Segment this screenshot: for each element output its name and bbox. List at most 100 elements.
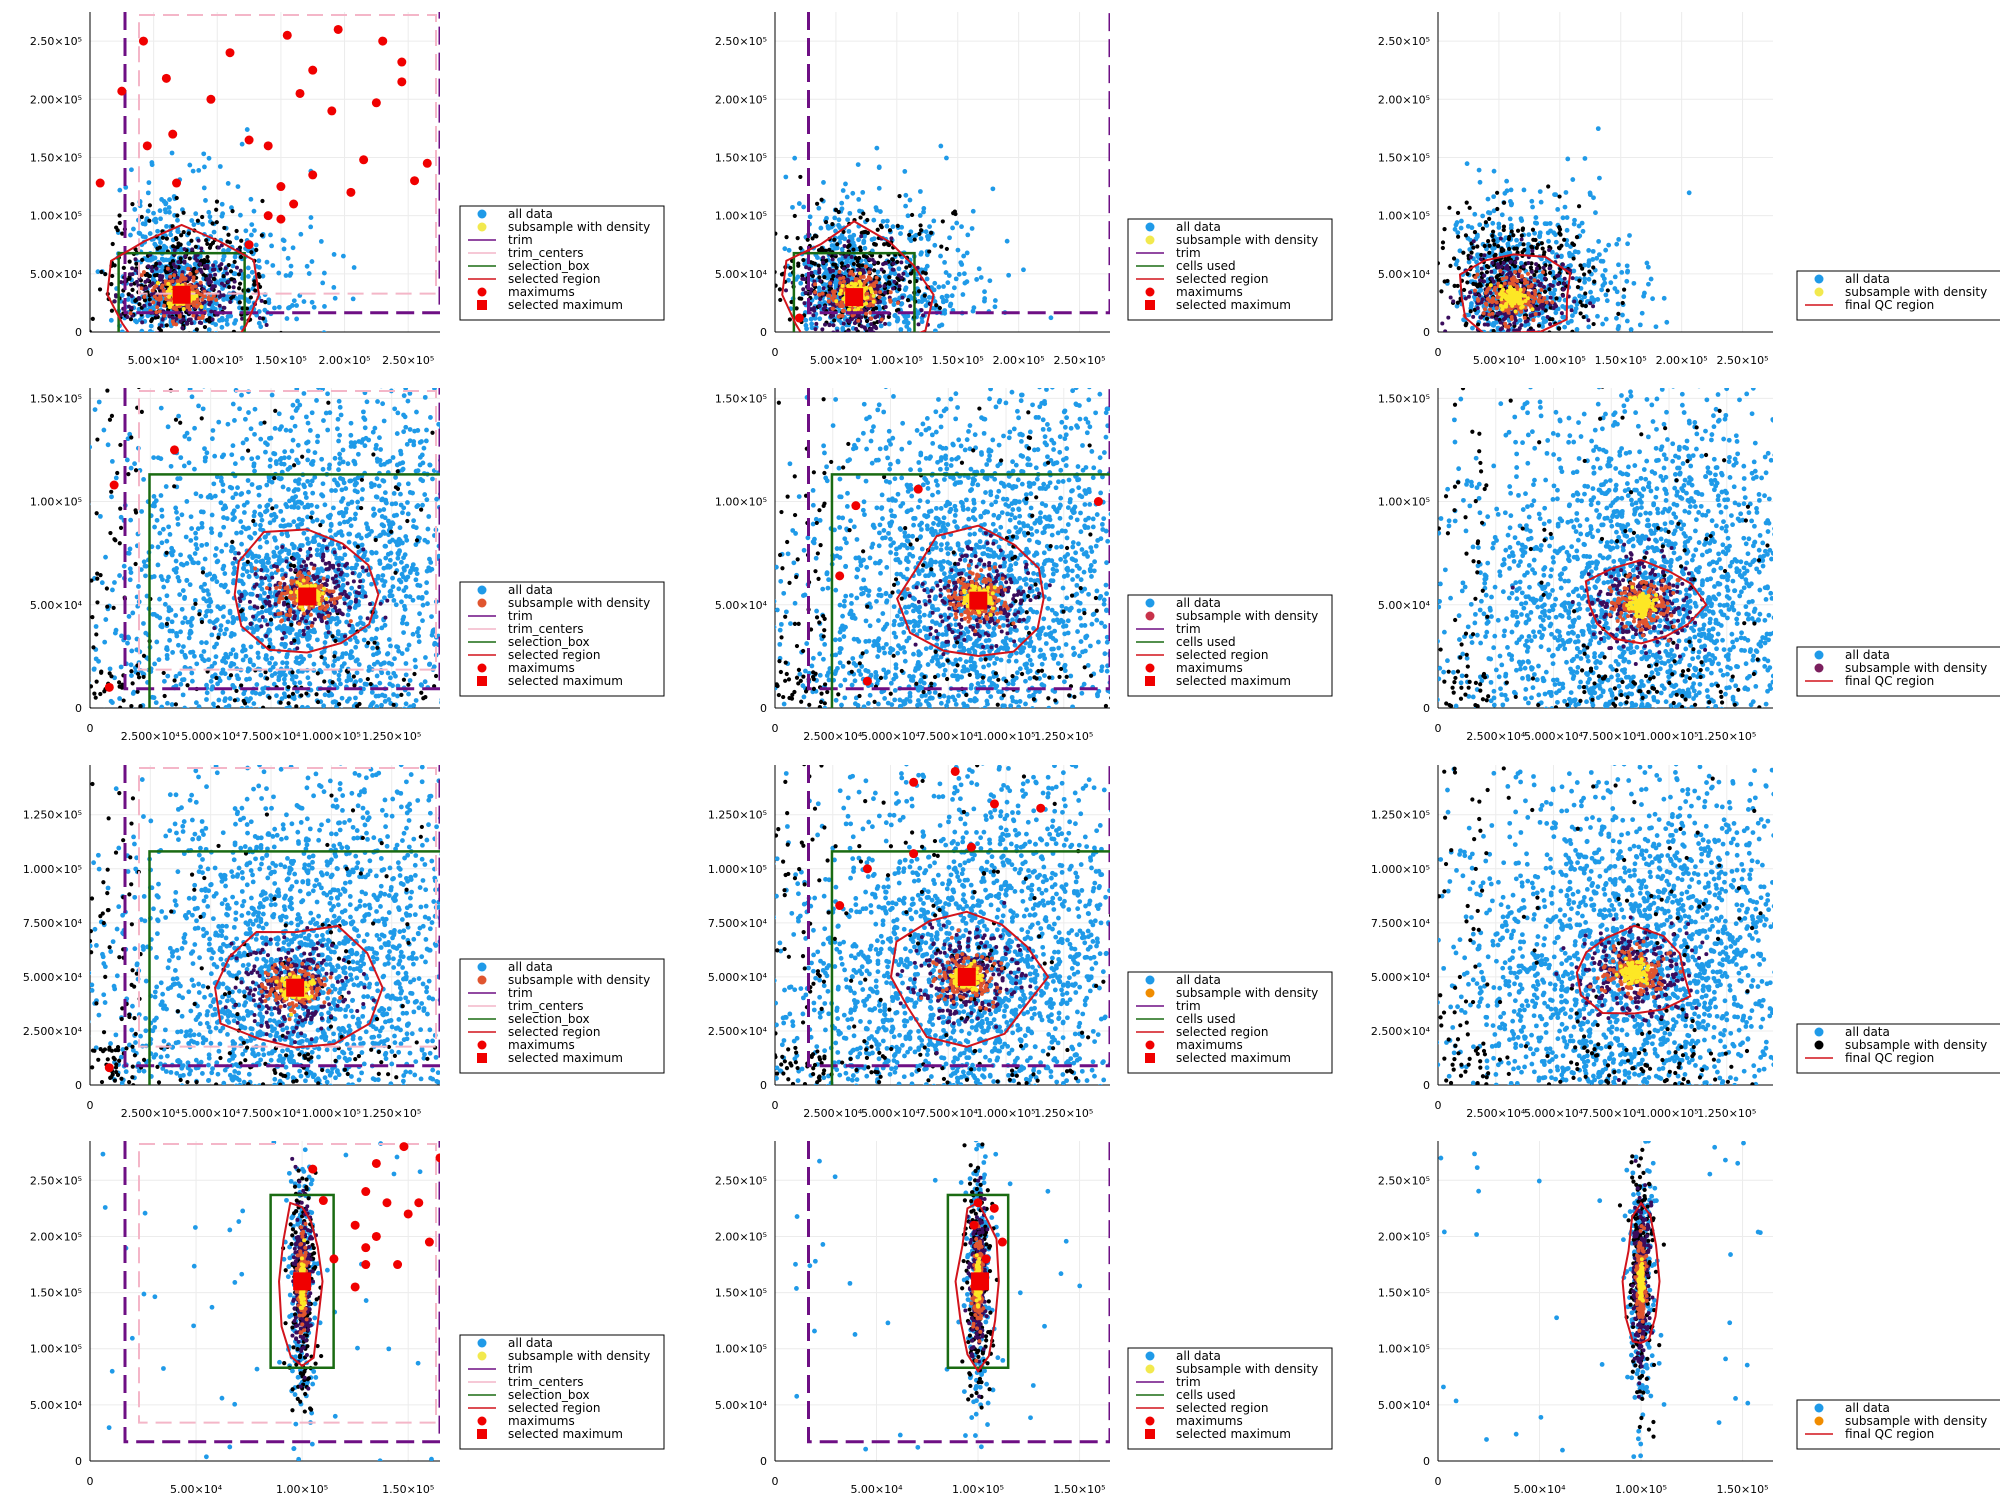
subsample-point — [134, 262, 138, 266]
density-point — [162, 304, 166, 308]
subsample-point — [939, 245, 943, 249]
all-data-point — [1631, 281, 1636, 286]
all-data-point — [249, 233, 254, 238]
all-data-point — [120, 329, 125, 334]
all-data-point — [861, 240, 866, 245]
subsample-point — [198, 344, 202, 348]
all-data-point — [298, 232, 303, 237]
density-point — [1479, 257, 1483, 261]
density-point — [1431, 267, 1435, 271]
subsample-point — [1529, 245, 1533, 249]
subsample-point — [913, 237, 917, 241]
density-point — [856, 319, 860, 323]
maximum-point — [372, 98, 381, 107]
subsample-point — [879, 224, 883, 228]
all-data-point — [900, 336, 905, 341]
subsample-point — [910, 349, 914, 353]
subsample-point — [187, 231, 191, 235]
density-point — [784, 288, 788, 292]
subsample-point — [222, 226, 226, 230]
density-point — [1443, 329, 1447, 333]
subsample-point — [825, 335, 829, 339]
all-data-point — [128, 233, 133, 238]
subsample-point — [877, 333, 881, 337]
density-point — [832, 345, 836, 349]
subsample-point — [1496, 244, 1500, 248]
density-point — [139, 334, 143, 338]
all-data-point — [331, 285, 336, 290]
subsample-point — [1495, 275, 1499, 279]
subsample-point — [927, 249, 931, 253]
subsample-point — [1495, 207, 1499, 211]
all-data-point — [243, 228, 248, 233]
all-data-point — [402, 707, 407, 712]
subsample-point — [110, 309, 114, 313]
all-data-point — [947, 235, 952, 240]
all-data-point — [407, 643, 412, 648]
all-data-point — [132, 207, 137, 212]
all-data-point — [1021, 267, 1026, 272]
all-data-point — [417, 611, 422, 616]
density-point — [1545, 300, 1549, 304]
all-data-point — [39, 466, 44, 471]
subsample-point — [111, 242, 115, 246]
subsample-point — [1452, 284, 1456, 288]
all-data-point — [1576, 250, 1581, 255]
subsample-point — [919, 228, 923, 232]
density-point — [1530, 283, 1534, 287]
maximum-point — [410, 176, 419, 185]
subsample-point — [831, 262, 835, 266]
density-point — [1530, 270, 1534, 274]
all-data-point — [1472, 212, 1477, 217]
all-data-point — [1640, 311, 1645, 316]
density-point — [191, 287, 195, 291]
subsample-point — [1576, 285, 1580, 289]
subsample-point — [938, 306, 942, 310]
all-data-point — [164, 337, 169, 342]
density-point — [1502, 343, 1506, 347]
all-data-point — [176, 229, 181, 234]
all-data-point — [312, 305, 317, 310]
maximum-point — [162, 74, 171, 83]
x-tick-label: 1.250×10⁵ — [362, 730, 421, 743]
density-point — [860, 324, 864, 328]
y-tick-label: 2.50×10⁵ — [715, 35, 767, 48]
all-data-point — [158, 240, 163, 245]
density-point — [874, 326, 878, 330]
density-point — [884, 305, 888, 309]
density-point — [1489, 334, 1493, 338]
subsample-point — [1471, 246, 1475, 250]
all-data-point — [201, 151, 206, 156]
subsample-point — [1606, 288, 1610, 292]
all-data-point — [803, 318, 808, 323]
all-data-point — [925, 277, 930, 282]
density-point — [842, 267, 846, 271]
density-point — [827, 299, 831, 303]
all-data-point — [821, 180, 826, 185]
density-point — [833, 289, 837, 293]
all-data-point — [1591, 249, 1596, 254]
all-data-point — [851, 334, 856, 339]
y-tick-label: 1.50×10⁵ — [30, 151, 82, 164]
all-data-point — [1625, 263, 1630, 268]
all-data-point — [1615, 289, 1620, 294]
subsample-point — [862, 339, 866, 343]
subsample-point — [235, 229, 239, 233]
density-point — [1499, 304, 1503, 308]
density-point — [134, 268, 138, 272]
density-point — [1561, 294, 1565, 298]
all-data-point — [958, 260, 963, 265]
density-point — [842, 280, 846, 284]
density-point — [156, 281, 160, 285]
density-point — [1503, 304, 1507, 308]
density-point — [1504, 276, 1508, 280]
subsample-point — [1526, 357, 1530, 361]
all-data-point — [809, 322, 814, 327]
all-data-point — [246, 274, 251, 279]
subsample-point — [254, 248, 258, 252]
subsample-point — [1533, 238, 1537, 242]
all-data-point — [1519, 216, 1524, 221]
all-data-point — [252, 345, 257, 350]
panel-r1c3: 05.00×10⁴1.00×10⁵1.50×10⁵2.00×10⁵2.50×10… — [1360, 12, 2000, 382]
all-data-point — [872, 236, 877, 241]
